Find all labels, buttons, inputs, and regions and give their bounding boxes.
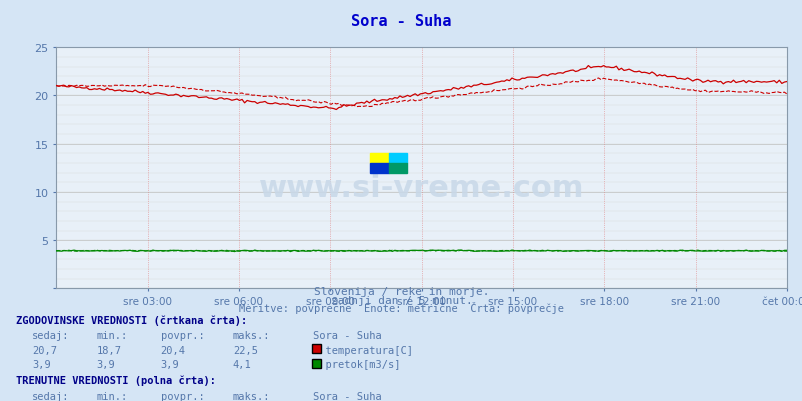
Text: 22,5: 22,5 [233, 344, 257, 354]
Text: 20,4: 20,4 [160, 344, 185, 354]
Text: zadnji dan / 5 minut.: zadnji dan / 5 minut. [330, 295, 472, 305]
Text: 4,1: 4,1 [233, 359, 251, 369]
Text: www.si-vreme.com: www.si-vreme.com [258, 173, 584, 202]
Text: maks.:: maks.: [233, 330, 270, 340]
Text: 3,9: 3,9 [96, 359, 115, 369]
Text: ZGODOVINSKE VREDNOSTI (črtkana črta):: ZGODOVINSKE VREDNOSTI (črtkana črta): [16, 314, 247, 325]
Text: TRENUTNE VREDNOSTI (polna črta):: TRENUTNE VREDNOSTI (polna črta): [16, 375, 216, 385]
Text: 20,7: 20,7 [32, 344, 57, 354]
Bar [370, 164, 388, 173]
Text: 18,7: 18,7 [96, 344, 121, 354]
Text: 3,9: 3,9 [160, 359, 179, 369]
Bar [370, 154, 388, 164]
Bar [388, 164, 407, 173]
Text: Sora - Suha: Sora - Suha [313, 391, 382, 401]
Text: min.:: min.: [96, 391, 128, 401]
Bar [388, 154, 407, 164]
Text: Meritve: povprečne  Enote: metrične  Črta: povprečje: Meritve: povprečne Enote: metrične Črta:… [239, 301, 563, 313]
Text: Sora - Suha: Sora - Suha [351, 14, 451, 29]
Text: sedaj:: sedaj: [32, 391, 70, 401]
Text: min.:: min.: [96, 330, 128, 340]
Text: sedaj:: sedaj: [32, 330, 70, 340]
Text: temperatura[C]: temperatura[C] [313, 344, 413, 354]
Text: pretok[m3/s]: pretok[m3/s] [313, 359, 400, 369]
Text: maks.:: maks.: [233, 391, 270, 401]
Text: povpr.:: povpr.: [160, 391, 204, 401]
Text: 3,9: 3,9 [32, 359, 51, 369]
Text: povpr.:: povpr.: [160, 330, 204, 340]
Text: Slovenija / reke in morje.: Slovenija / reke in morje. [314, 287, 488, 297]
Text: Sora - Suha: Sora - Suha [313, 330, 382, 340]
